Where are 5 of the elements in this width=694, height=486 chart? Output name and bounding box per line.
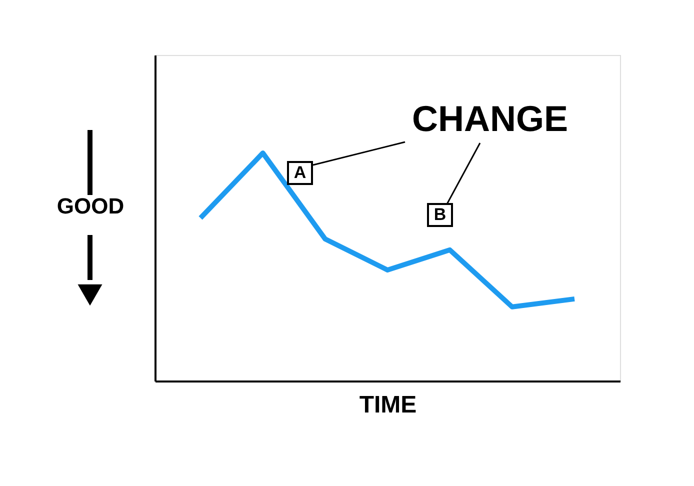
annotation: A (294, 163, 306, 182)
x-axis-title: TIME (359, 392, 417, 418)
text: CHANGE (412, 98, 568, 139)
y-axis-title: GOOD (56, 194, 124, 218)
annotation: B (434, 205, 446, 224)
